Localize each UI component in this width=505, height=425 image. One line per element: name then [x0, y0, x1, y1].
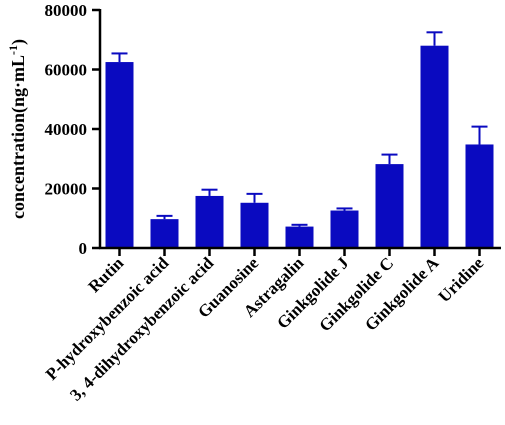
- y-axis-label-main: concentration(ng·mL: [8, 55, 29, 219]
- bar-0: [105, 62, 134, 248]
- y-tick-label-3: 60000: [45, 61, 88, 80]
- error-bars-group: [111, 31, 488, 227]
- bar-5: [330, 210, 359, 248]
- bar-1: [150, 219, 179, 248]
- y-tick-label-0: 0: [79, 239, 88, 258]
- bar-7: [420, 45, 449, 249]
- y-axis-label: concentration(ng·mL-1): [6, 39, 29, 219]
- bars-group: [105, 45, 494, 249]
- y-axis-label-suffix: ): [8, 39, 29, 45]
- bar-2: [195, 195, 224, 248]
- bar-3: [240, 202, 269, 248]
- x-tick-label-8: Uridine: [434, 253, 487, 306]
- svg-text:concentration(ng·mL-1): concentration(ng·mL-1): [6, 39, 29, 219]
- y-tick-label-1: 20000: [45, 180, 88, 199]
- y-axis-label-superscript: -1: [6, 45, 20, 55]
- y-axis: 0 20000 40000 60000 80000: [45, 1, 102, 258]
- bar-4: [285, 226, 314, 248]
- y-tick-label-4: 80000: [45, 1, 88, 20]
- bar-6: [375, 164, 404, 248]
- bar-8: [465, 144, 494, 248]
- y-tick-label-2: 40000: [45, 120, 88, 139]
